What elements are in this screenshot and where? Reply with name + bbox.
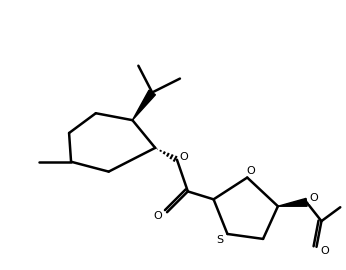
Text: O: O xyxy=(247,166,256,176)
Text: O: O xyxy=(154,211,163,221)
Text: O: O xyxy=(309,193,318,203)
Text: O: O xyxy=(180,152,188,162)
Polygon shape xyxy=(133,90,155,120)
Text: S: S xyxy=(216,235,223,245)
Polygon shape xyxy=(278,198,307,206)
Text: O: O xyxy=(320,246,329,256)
